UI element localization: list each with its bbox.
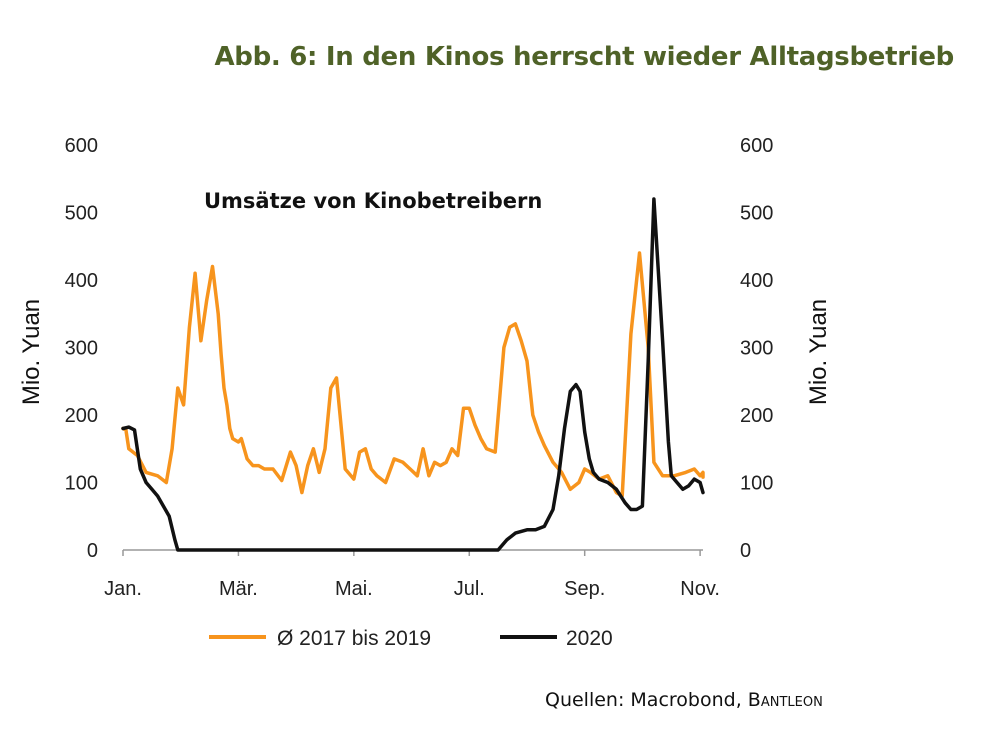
y-tick-label-left-500: 500 (65, 203, 98, 225)
series-line-2020 (121, 197, 705, 552)
y-axis-title-left: Mio. Yuan (18, 299, 45, 405)
legend-label-avg: Ø 2017 bis 2019 (277, 627, 431, 650)
y-tick-label-right-200: 200 (740, 405, 773, 427)
y-tick-label-right-400: 400 (740, 270, 773, 292)
series-layer (121, 197, 705, 552)
axes: 0 0 100 100 200 200 300 300 400 400 500 500 600 600 Ja… (65, 135, 774, 600)
x-tick-label-8: Sep. (564, 578, 605, 600)
y-tick-label-left-0: 0 (87, 540, 98, 562)
y-axis-title-right: Mio. Yuan (805, 299, 832, 405)
y-tick-label-left-300: 300 (65, 338, 98, 360)
y-tick-label-right-600: 600 (740, 135, 773, 157)
source-prefix: Quellen: Macrobond, (545, 689, 748, 711)
x-tick-label-2: Mär. (219, 578, 258, 600)
source-note: Quellen: Macrobond, Bantleon (545, 689, 823, 711)
y-tick-label-right-100: 100 (740, 473, 773, 495)
series-line-avg (121, 251, 705, 498)
x-tick-label-6: Jul. (454, 578, 485, 600)
x-tick-label-10: Nov. (680, 578, 720, 600)
x-tick-label-0: Jan. (104, 578, 142, 600)
legend: Ø 2017 bis 2019 2020 (209, 627, 613, 650)
y-tick-label-right-300: 300 (740, 338, 773, 360)
y-tick-label-left-400: 400 (65, 270, 98, 292)
y-tick-label-left-600: 600 (65, 135, 98, 157)
figure-title: Abb. 6: In den Kinos herrscht wieder All… (214, 42, 954, 72)
y-tick-label-right-0: 0 (740, 540, 751, 562)
y-tick-label-left-200: 200 (65, 405, 98, 427)
source-brand: Bantleon (747, 689, 823, 711)
legend-label-2020: 2020 (566, 627, 613, 650)
y-tick-label-right-500: 500 (740, 203, 773, 225)
x-tick-label-4: Mai. (335, 578, 373, 600)
y-tick-label-left-100: 100 (65, 473, 98, 495)
chart-title: Umsätze von Kinobetreibern (204, 189, 542, 213)
